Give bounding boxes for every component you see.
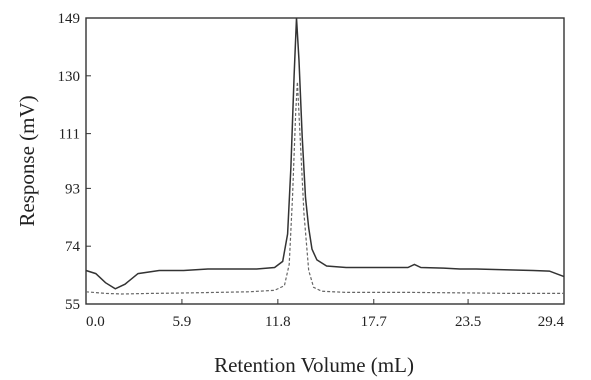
solid-series-line bbox=[85, 17, 565, 290]
x-tick-label: 23.5 bbox=[455, 314, 481, 330]
x-tick-label: 0.0 bbox=[86, 314, 105, 330]
dashed-series-line bbox=[85, 81, 564, 295]
x-tick-label: 29.4 bbox=[538, 314, 565, 330]
x-axis-ticks: 0.0 5.9 11.8 17.7 23.5 29.4 bbox=[85, 299, 565, 330]
y-tick-label: 111 bbox=[59, 127, 80, 143]
plot-frame bbox=[85, 17, 565, 305]
y-tick-label: 74 bbox=[65, 239, 81, 255]
y-tick-label: 149 bbox=[58, 11, 81, 27]
x-axis-title: Retention Volume (mL) bbox=[214, 353, 414, 377]
y-axis-ticks: 55 74 93 111 130 149 bbox=[58, 11, 91, 313]
x-tick-label: 11.8 bbox=[265, 314, 291, 330]
y-axis-title: Response (mV) bbox=[15, 95, 39, 226]
series-layer bbox=[85, 17, 565, 295]
x-tick-label: 17.7 bbox=[361, 314, 388, 330]
x-tick-label: 5.9 bbox=[173, 314, 192, 330]
y-tick-label: 55 bbox=[65, 297, 80, 313]
y-tick-label: 130 bbox=[58, 69, 81, 85]
y-tick-label: 93 bbox=[65, 181, 80, 197]
